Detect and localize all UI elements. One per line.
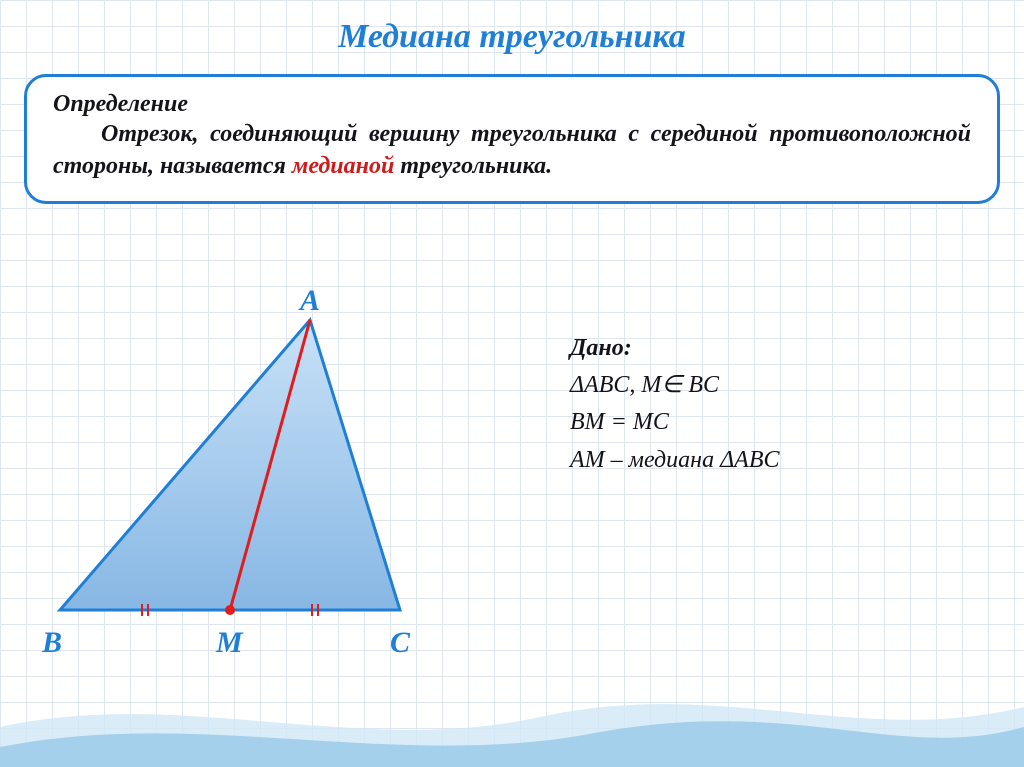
decorative-wave — [0, 677, 1024, 767]
point-m — [225, 605, 235, 615]
triangle-diagram: A B C M — [30, 290, 470, 670]
label-m: M — [216, 626, 243, 660]
wave-front — [0, 721, 1024, 767]
wave-back — [0, 704, 1024, 767]
label-c: C — [390, 626, 410, 660]
given-line-3: AM – медиана ΔABC — [570, 442, 779, 479]
definition-box: Определение Отрезок, соединяющий вершину… — [24, 74, 1000, 204]
given-line-2: BM = MC — [570, 404, 779, 441]
given-heading: Дано: — [570, 330, 779, 367]
label-a: A — [300, 284, 320, 318]
definition-heading: Определение — [53, 91, 971, 118]
page-title: Медиана треугольника — [0, 18, 1024, 56]
given-block: Дано: ΔABC, M∈ BC BM = MC AM – медиана Δ… — [570, 330, 779, 479]
triangle-shape — [60, 320, 400, 610]
definition-body: Отрезок, соединяющий вершину треугольник… — [53, 118, 971, 183]
given-line-1: ΔABC, M∈ BC — [570, 367, 779, 404]
triangle-svg — [30, 290, 470, 670]
label-b: B — [42, 626, 62, 660]
slide: Медиана треугольника Определение Отрезок… — [0, 0, 1024, 767]
definition-highlight: медианой — [292, 153, 394, 179]
definition-post: треугольника. — [394, 153, 552, 179]
